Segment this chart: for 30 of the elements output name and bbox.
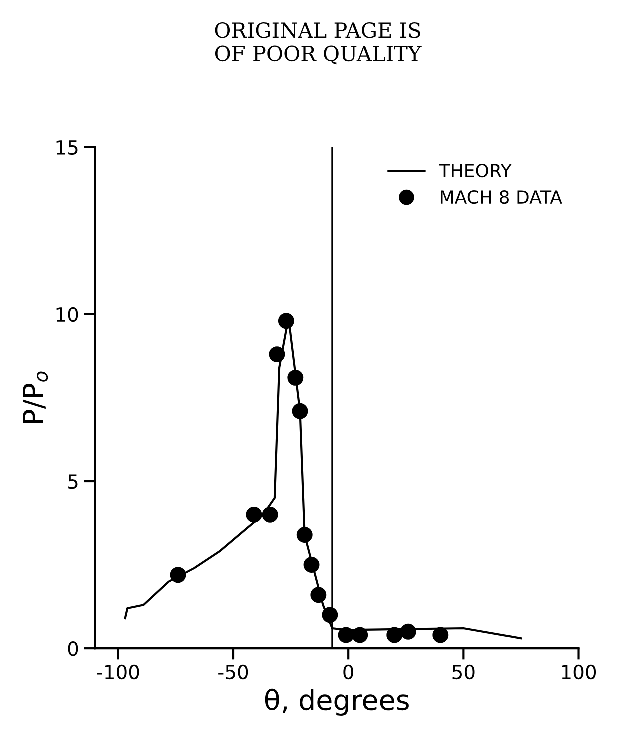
point [246, 506, 262, 523]
point [292, 403, 308, 420]
point [352, 627, 368, 644]
legend-label: THEORY [439, 164, 512, 178]
text: ORIGINAL PAGE IS OF POOR QUALITY [215, 22, 422, 65]
y-tick-label: 0 [68, 642, 78, 656]
y-tick-label: 5 [68, 474, 78, 490]
point [310, 587, 327, 604]
point [322, 607, 338, 624]
point [288, 370, 304, 386]
point [278, 313, 294, 330]
x-tick-label: 100 [562, 664, 596, 680]
x-tick-label: 0 [344, 664, 354, 680]
point [304, 557, 320, 574]
y-tick-label: 15 [56, 140, 78, 156]
point [386, 627, 403, 644]
point [296, 526, 313, 543]
point [400, 624, 416, 640]
x-axis-title: θ, degrees [265, 688, 409, 716]
x-tick-label: -100 [97, 664, 140, 680]
point [262, 506, 278, 523]
y-axis-title: P/P$_{o}$ [23, 372, 48, 424]
y-tick-label: 10 [56, 307, 78, 322]
point [170, 567, 186, 584]
x-tick-label: -50 [218, 664, 248, 680]
point [269, 346, 286, 363]
point [432, 627, 449, 644]
legend-label: MACH 8 DATA [441, 190, 562, 204]
point [338, 627, 354, 644]
x-tick-label: 50 [452, 664, 475, 680]
